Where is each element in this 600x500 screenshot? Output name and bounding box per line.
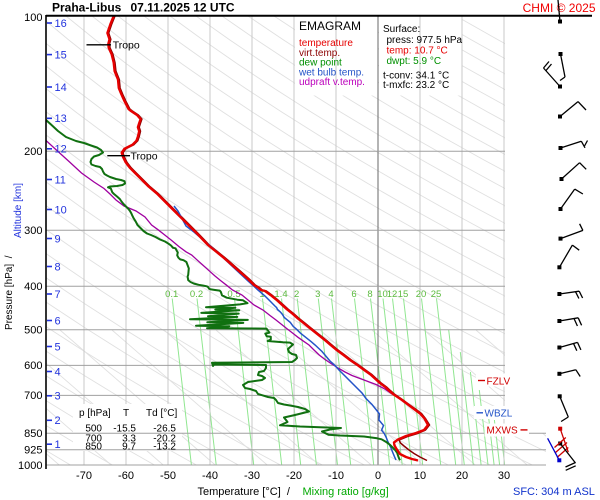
svg-text:5: 5	[55, 341, 61, 353]
svg-text:-10: -10	[328, 470, 344, 482]
svg-text:3: 3	[315, 289, 320, 300]
svg-text:t-mxfc: 23.2 °C: t-mxfc: 23.2 °C	[383, 80, 449, 91]
svg-text:0.1: 0.1	[165, 289, 178, 300]
svg-text:WBZL: WBZL	[485, 409, 513, 420]
svg-text:dwpt: 5.9 °C: dwpt: 5.9 °C	[387, 56, 442, 67]
svg-text:1.4: 1.4	[274, 289, 287, 300]
svg-text:press: 977.5 hPa: press: 977.5 hPa	[387, 35, 463, 46]
svg-text:dew point: dew point	[299, 58, 342, 69]
svg-text:12: 12	[55, 144, 67, 156]
svg-text:Praha-Libus: Praha-Libus	[52, 0, 122, 14]
svg-text:850: 850	[24, 428, 42, 440]
svg-text:13: 13	[55, 113, 67, 125]
svg-text:temp: 10.7 °C: temp: 10.7 °C	[387, 46, 448, 57]
svg-text:100: 100	[24, 12, 42, 24]
svg-text:500: 500	[24, 325, 42, 337]
svg-text:-20: -20	[286, 470, 302, 482]
svg-text:Td [°C]: Td [°C]	[146, 408, 177, 419]
svg-text:2: 2	[55, 415, 61, 427]
svg-text:600: 600	[24, 360, 42, 372]
svg-text:10: 10	[55, 204, 67, 216]
svg-text:300: 300	[24, 225, 42, 237]
svg-text:3: 3	[55, 391, 61, 403]
svg-text:MXWS: MXWS	[487, 426, 518, 437]
svg-text:11: 11	[55, 174, 66, 186]
svg-text:6: 6	[351, 289, 356, 300]
svg-text:14: 14	[55, 82, 67, 94]
svg-text:p [hPa]: p [hPa]	[79, 408, 111, 419]
svg-text:wet bulb temp.: wet bulb temp.	[298, 67, 364, 78]
svg-text:20: 20	[456, 470, 468, 482]
svg-text:850: 850	[85, 442, 102, 453]
svg-text:0.5: 0.5	[227, 289, 240, 300]
svg-text:temperature: temperature	[299, 38, 353, 49]
svg-text:Pressure [hPa] /: Pressure [hPa] /	[4, 255, 15, 330]
svg-text:Mixing ratio [g/kg]: Mixing ratio [g/kg]	[303, 486, 389, 498]
svg-text:2: 2	[294, 289, 299, 300]
svg-text:-60: -60	[118, 470, 134, 482]
svg-text:-70: -70	[76, 470, 92, 482]
svg-text:Altitude [km]: Altitude [km]	[13, 183, 24, 238]
svg-text:15: 15	[55, 49, 67, 61]
svg-text:9: 9	[55, 233, 61, 245]
svg-text:-26.5: -26.5	[153, 424, 176, 435]
svg-text:25: 25	[431, 289, 442, 300]
svg-text:6: 6	[55, 315, 61, 327]
svg-text:virt.temp.: virt.temp.	[299, 48, 340, 59]
svg-text:1000: 1000	[18, 460, 42, 472]
svg-text:-13.2: -13.2	[153, 442, 176, 453]
svg-text:925: 925	[24, 445, 42, 457]
svg-text:4: 4	[328, 289, 333, 300]
svg-text:Tropo: Tropo	[131, 151, 158, 163]
svg-text:12: 12	[387, 289, 398, 300]
svg-text:-30: -30	[244, 470, 260, 482]
svg-text:3.3: 3.3	[122, 434, 136, 445]
svg-text:20: 20	[416, 289, 427, 300]
svg-text:30: 30	[498, 470, 510, 482]
svg-text:t-conv: 34.1 °C: t-conv: 34.1 °C	[383, 71, 449, 82]
svg-text:EMAGRAM: EMAGRAM	[299, 19, 361, 33]
svg-text:Temperature [°C] /: Temperature [°C] /	[198, 486, 291, 498]
svg-text:Tropo: Tropo	[113, 40, 140, 52]
svg-text:Surface:: Surface:	[383, 24, 420, 35]
svg-text:8: 8	[55, 261, 61, 273]
svg-text:500: 500	[85, 424, 102, 435]
svg-text:udpraft v.temp.: udpraft v.temp.	[299, 77, 365, 88]
svg-text:700: 700	[24, 390, 42, 402]
svg-text:8: 8	[367, 289, 372, 300]
svg-text:10: 10	[377, 289, 388, 300]
svg-text:-20.2: -20.2	[153, 434, 176, 445]
svg-text:700: 700	[85, 434, 102, 445]
svg-text:T: T	[123, 408, 129, 419]
svg-text:10: 10	[414, 470, 426, 482]
svg-text:7: 7	[55, 289, 61, 301]
svg-text:-15.5: -15.5	[113, 424, 136, 435]
svg-text:-40: -40	[202, 470, 218, 482]
svg-text:1: 1	[259, 289, 264, 300]
svg-text:4: 4	[55, 366, 61, 378]
svg-text:-50: -50	[160, 470, 176, 482]
svg-text:0.2: 0.2	[190, 289, 203, 300]
svg-text:400: 400	[24, 281, 42, 293]
svg-text:9.7: 9.7	[122, 442, 136, 453]
svg-text:SFC: 304 m ASL: SFC: 304 m ASL	[513, 486, 595, 498]
svg-text:1: 1	[55, 439, 61, 451]
svg-text:200: 200	[24, 146, 42, 158]
svg-text:15: 15	[398, 289, 409, 300]
svg-text:FZLV: FZLV	[487, 376, 511, 387]
svg-text:0: 0	[375, 470, 381, 482]
svg-text:16: 16	[55, 18, 67, 30]
svg-text:07.11.2025 12 UTC: 07.11.2025 12 UTC	[131, 0, 235, 14]
